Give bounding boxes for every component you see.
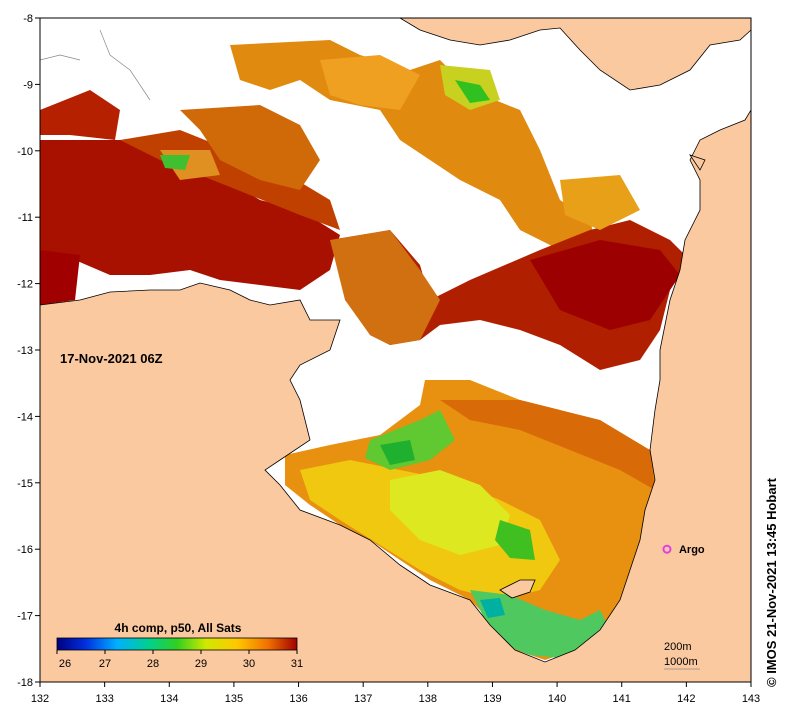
y-tick-label: -18 xyxy=(17,677,33,689)
sst-field xyxy=(40,40,751,660)
colorbar: 4h comp, p50, All Sats 26 27 28 29 30 31 xyxy=(56,621,303,670)
x-tick-label: 134 xyxy=(160,693,178,705)
colorbar-tick-label: 28 xyxy=(147,658,159,670)
x-tick-label: 142 xyxy=(677,693,695,705)
y-tick-label: -11 xyxy=(18,212,33,224)
credit-text: © IMOS 21-Nov-2021 13:45 Hobart xyxy=(764,477,779,687)
x-axis: 132 133 134 135 136 137 138 139 140 141 142 143 xyxy=(31,682,760,705)
x-tick-label: 132 xyxy=(31,693,49,705)
y-tick-label: -9 xyxy=(23,79,33,91)
y-tick-label: -16 xyxy=(17,544,33,556)
contour-legend-200m: 200m xyxy=(664,641,692,653)
bathymetry-contour xyxy=(40,29,151,101)
y-tick-label: -14 xyxy=(17,411,33,423)
date-label: 17-Nov-2021 06Z xyxy=(60,351,163,366)
x-tick-label: 138 xyxy=(419,693,437,705)
colorbar-tick-label: 31 xyxy=(291,658,303,670)
argo-float-marker[interactable]: Argo xyxy=(662,544,705,556)
y-tick-label: -17 xyxy=(17,611,33,623)
argo-dot[interactable] xyxy=(662,544,672,554)
y-tick-label: -10 xyxy=(17,146,33,158)
colorbar-tick-label: 26 xyxy=(59,658,71,670)
x-tick-label: 141 xyxy=(613,693,631,705)
x-tick-label: 140 xyxy=(548,693,566,705)
y-tick-label: -12 xyxy=(17,279,33,291)
colorbar-tick-label: 27 xyxy=(99,658,111,670)
contour-legend-1000m: 1000m xyxy=(664,656,698,668)
colorbar-ticks: 26 27 28 29 30 31 xyxy=(56,650,303,670)
x-tick-label: 135 xyxy=(225,693,243,705)
x-tick-label: 136 xyxy=(289,693,307,705)
colorbar-tick-label: 29 xyxy=(195,658,207,670)
colorbar-tick-label: 30 xyxy=(243,658,255,670)
x-tick-label: 143 xyxy=(742,693,760,705)
x-tick-label: 137 xyxy=(354,693,372,705)
colorbar-gradient xyxy=(56,637,298,651)
colorbar-title: 4h comp, p50, All Sats xyxy=(115,621,242,635)
y-tick-label: -8 xyxy=(23,13,33,25)
x-tick-label: 133 xyxy=(95,693,113,705)
argo-label: Argo xyxy=(679,544,705,556)
y-axis: -8 -9 -10 -11 -12 -13 -14 -15 -16 -17 -18 xyxy=(17,13,40,689)
y-tick-label: -13 xyxy=(17,345,33,357)
credit-line: © IMOS 21-Nov-2021 13:45 Hobart xyxy=(764,477,779,687)
y-tick-label: -15 xyxy=(17,478,33,490)
land xyxy=(40,18,751,682)
x-tick-label: 139 xyxy=(483,693,501,705)
